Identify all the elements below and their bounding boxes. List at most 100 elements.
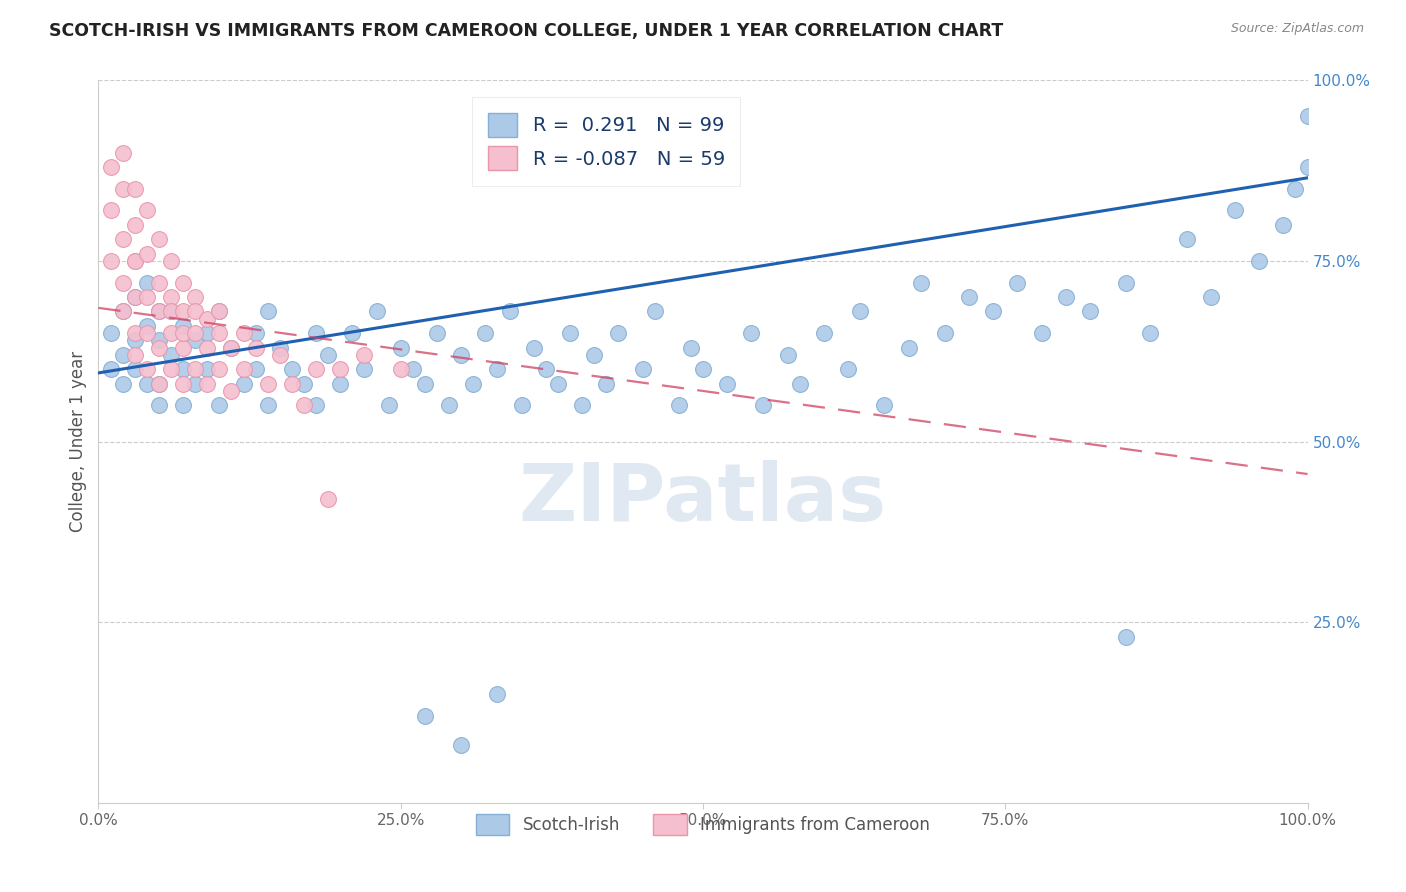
Point (135, 246, 157, 260)
Point (195, 326, 218, 340)
Point (329, 362, 352, 376)
Point (124, 334, 146, 348)
Point (111, 182, 134, 196)
Point (172, 304, 194, 318)
Point (160, 290, 183, 304)
Point (281, 362, 304, 376)
Point (111, 145, 134, 160)
Point (353, 348, 375, 362)
Point (547, 376, 569, 391)
Point (124, 290, 146, 304)
Point (135, 203, 157, 218)
Point (269, 341, 291, 355)
Point (1296, 110, 1319, 124)
Point (148, 376, 170, 391)
Point (160, 326, 183, 340)
Point (486, 362, 509, 376)
Point (160, 304, 183, 318)
Point (148, 341, 170, 355)
Point (184, 376, 207, 391)
Point (208, 326, 231, 340)
Point (558, 326, 581, 340)
Point (1272, 218, 1295, 232)
Point (366, 304, 388, 318)
Point (124, 348, 146, 362)
Point (256, 398, 278, 412)
Point (208, 304, 231, 318)
Point (100, 253, 122, 268)
Point (910, 276, 932, 290)
Point (208, 362, 231, 376)
Point (692, 362, 714, 376)
Point (813, 326, 835, 340)
Point (1139, 326, 1161, 340)
Point (160, 362, 183, 376)
Point (172, 326, 194, 340)
Point (413, 709, 436, 723)
Point (184, 290, 207, 304)
Point (148, 334, 170, 348)
Point (160, 304, 183, 318)
Point (245, 326, 267, 340)
Point (135, 318, 157, 333)
Point (486, 687, 509, 701)
Point (389, 362, 412, 376)
Point (752, 398, 775, 412)
Point (195, 341, 218, 355)
Point (1054, 290, 1077, 304)
Point (292, 398, 315, 412)
Point (668, 398, 690, 412)
Point (789, 376, 811, 391)
Point (389, 341, 412, 355)
Point (245, 362, 267, 376)
Point (135, 276, 157, 290)
Point (100, 160, 122, 174)
Point (172, 318, 194, 333)
Point (873, 398, 896, 412)
Point (221, 384, 243, 398)
Point (195, 311, 218, 326)
Point (124, 218, 146, 232)
Point (897, 341, 920, 355)
Point (111, 276, 134, 290)
Point (837, 362, 859, 376)
Point (208, 398, 231, 412)
Point (111, 232, 134, 246)
Point (437, 398, 460, 412)
Point (256, 376, 278, 391)
Point (957, 290, 980, 304)
Point (1007, 276, 1029, 290)
Point (160, 348, 183, 362)
Point (135, 326, 157, 340)
Point (679, 341, 702, 355)
Text: Source: ZipAtlas.com: Source: ZipAtlas.com (1230, 22, 1364, 36)
Point (402, 362, 425, 376)
Point (184, 334, 207, 348)
Point (305, 398, 328, 412)
Point (100, 203, 122, 218)
Point (111, 304, 134, 318)
Point (1031, 326, 1053, 340)
Point (474, 326, 496, 340)
Text: ZIPatlas: ZIPatlas (519, 460, 887, 539)
Point (245, 341, 267, 355)
Point (256, 304, 278, 318)
Point (716, 376, 738, 391)
Point (571, 398, 593, 412)
Point (111, 348, 134, 362)
Point (1249, 253, 1271, 268)
Point (316, 348, 339, 362)
Point (740, 326, 762, 340)
Point (269, 348, 291, 362)
Point (498, 304, 520, 318)
Point (583, 348, 606, 362)
Point (124, 290, 146, 304)
Point (1175, 232, 1198, 246)
Point (148, 232, 170, 246)
Point (534, 362, 557, 376)
Point (124, 253, 146, 268)
Point (1115, 630, 1137, 644)
Point (849, 304, 872, 318)
Point (934, 326, 956, 340)
Point (184, 304, 207, 318)
